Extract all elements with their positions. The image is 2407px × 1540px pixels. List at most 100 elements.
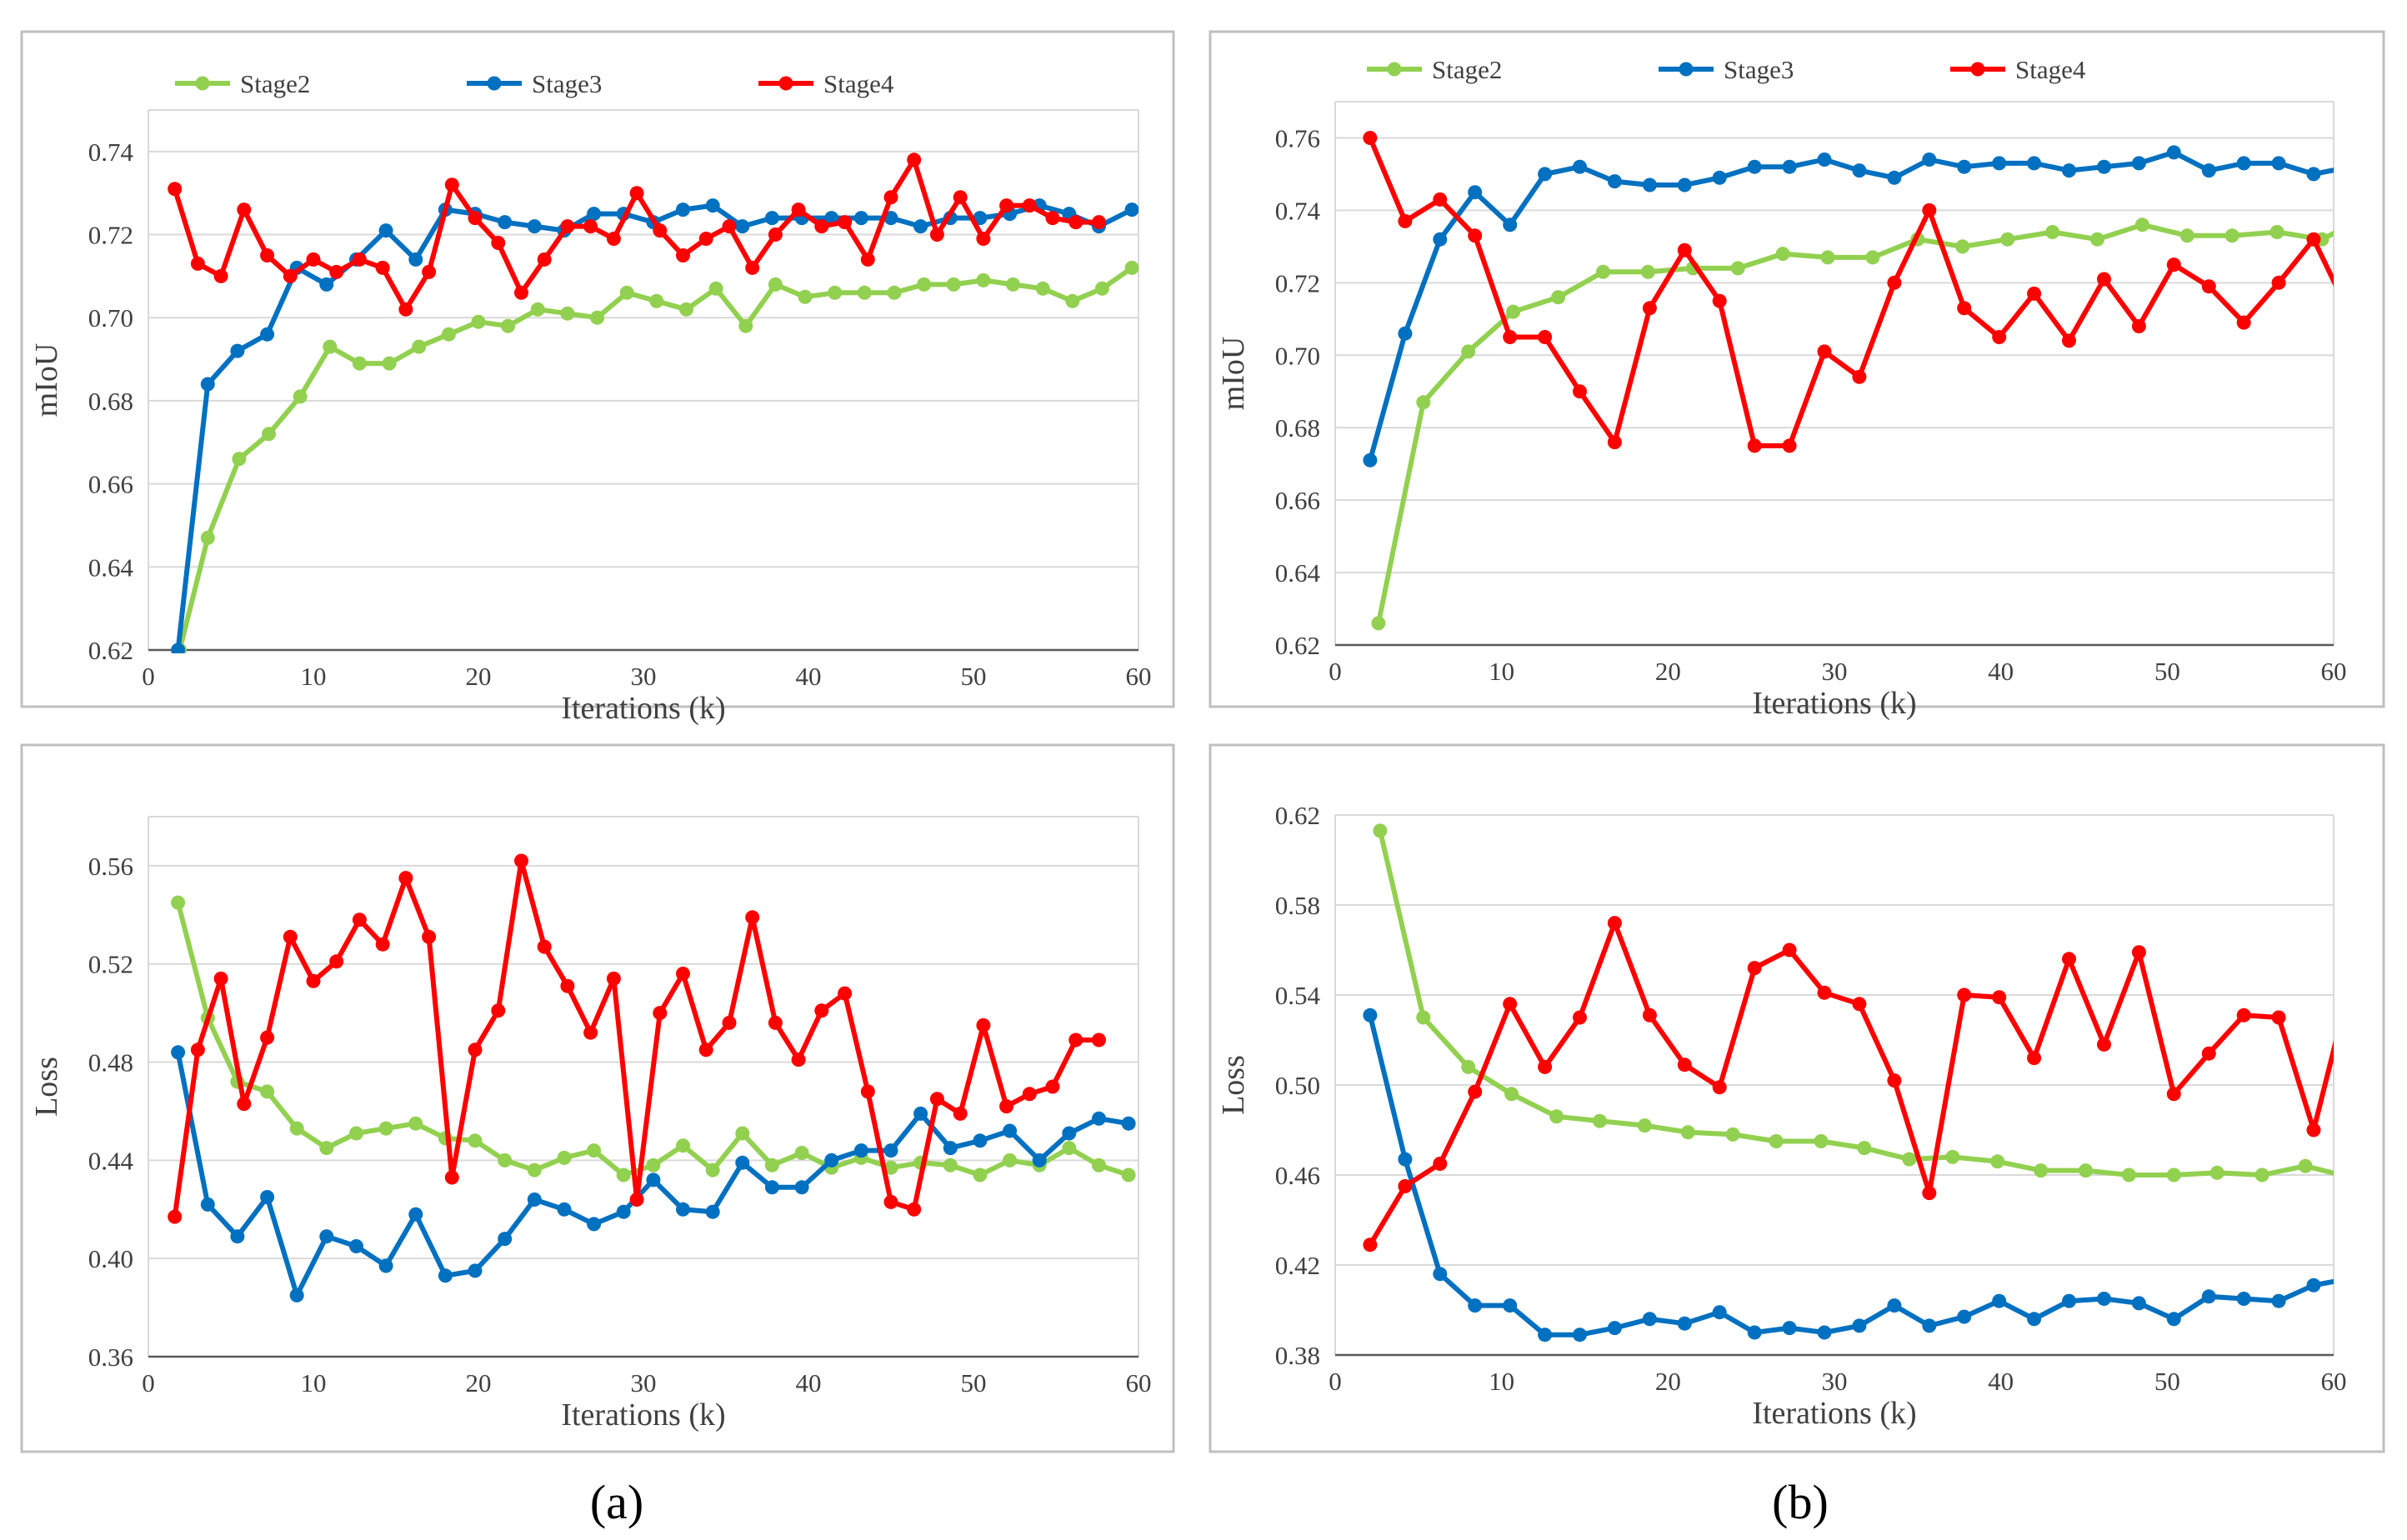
y-tick-label: 0.56 bbox=[88, 852, 133, 881]
data-point bbox=[1092, 215, 1106, 230]
data-point bbox=[1551, 290, 1566, 305]
data-point bbox=[501, 318, 516, 333]
data-point bbox=[976, 232, 991, 246]
data-point bbox=[2000, 232, 2015, 247]
data-point bbox=[764, 1158, 779, 1172]
data-point bbox=[1538, 1328, 1553, 1342]
data-point bbox=[200, 1197, 215, 1212]
x-tick-label: 0 bbox=[142, 662, 155, 691]
data-point bbox=[1596, 264, 1610, 279]
x-tick-label: 30 bbox=[1822, 657, 1848, 686]
data-point bbox=[1398, 326, 1413, 341]
data-point bbox=[2271, 156, 2286, 171]
data-point bbox=[722, 1015, 737, 1030]
data-point bbox=[1922, 1318, 1937, 1333]
data-point bbox=[260, 1084, 275, 1099]
data-point bbox=[913, 1106, 928, 1121]
y-tick-label: 0.68 bbox=[1275, 413, 1320, 442]
x-tick-label: 40 bbox=[796, 1368, 822, 1398]
data-point bbox=[398, 871, 413, 886]
data-point bbox=[745, 260, 760, 275]
data-point bbox=[2097, 1037, 2111, 1052]
data-point bbox=[1902, 1152, 1917, 1167]
data-point bbox=[2079, 1163, 2093, 1178]
data-point bbox=[1782, 438, 1797, 453]
data-point bbox=[171, 642, 186, 653]
data-point bbox=[705, 1204, 720, 1219]
data-point bbox=[705, 1162, 720, 1178]
data-point bbox=[1747, 1325, 1762, 1340]
data-point bbox=[1677, 1316, 1692, 1331]
data-point bbox=[2201, 1289, 2216, 1304]
data-point bbox=[2201, 1046, 2216, 1061]
data-point bbox=[557, 1202, 572, 1217]
y-axis-title: mIoU bbox=[1216, 337, 1251, 411]
data-point bbox=[527, 219, 542, 234]
data-point bbox=[1433, 192, 1448, 207]
data-point bbox=[1416, 1010, 1431, 1025]
data-point bbox=[619, 285, 634, 300]
data-point bbox=[352, 252, 367, 267]
chart-a-miou: 0.62 0.64 0.66 0.68 0.70 0.72 0.74 0 10 20 30 40 50 6… bbox=[20, 30, 1175, 726]
data-point bbox=[2269, 225, 2284, 239]
data-point bbox=[2034, 1163, 2049, 1178]
data-point bbox=[1782, 159, 1797, 174]
data-point bbox=[1887, 170, 1902, 185]
data-point bbox=[1712, 1305, 1727, 1320]
y-tick-label: 0.52 bbox=[88, 950, 133, 979]
data-point bbox=[2209, 1165, 2224, 1180]
panel-label-a: (a) bbox=[590, 1475, 643, 1529]
data-point bbox=[1992, 1293, 2007, 1308]
data-point bbox=[1573, 384, 1587, 399]
data-point bbox=[329, 264, 344, 279]
data-point bbox=[230, 343, 245, 358]
data-point bbox=[230, 1229, 245, 1244]
series-stage2 bbox=[1371, 218, 2334, 631]
data-point bbox=[1503, 218, 1518, 232]
data-point bbox=[1468, 1084, 1483, 1099]
data-point bbox=[976, 1018, 991, 1032]
data-point bbox=[679, 302, 693, 317]
data-point bbox=[653, 1006, 668, 1021]
data-point bbox=[1725, 1127, 1740, 1142]
legend-marker bbox=[1679, 62, 1694, 77]
data-point bbox=[2131, 1296, 2146, 1311]
y-axis-title: mIoU bbox=[29, 343, 64, 418]
x-tick-label: 40 bbox=[1988, 657, 2014, 686]
data-point bbox=[2236, 1008, 2251, 1022]
legend-marker bbox=[1387, 62, 1402, 77]
data-point bbox=[1503, 330, 1518, 344]
y-tick-label: 0.36 bbox=[88, 1342, 133, 1372]
data-point bbox=[1957, 988, 1972, 1002]
data-point bbox=[1022, 198, 1037, 213]
data-point bbox=[1640, 264, 1655, 279]
data-point bbox=[1003, 1123, 1018, 1138]
data-point bbox=[352, 356, 367, 371]
y-tick-label: 0.70 bbox=[88, 303, 133, 332]
data-point bbox=[1468, 228, 1483, 243]
data-point bbox=[1852, 369, 1867, 384]
y-tick-label: 0.68 bbox=[88, 387, 133, 416]
x-tick-label: 0 bbox=[1329, 657, 1342, 686]
data-point bbox=[2062, 163, 2076, 178]
data-point bbox=[2254, 1168, 2269, 1182]
data-point bbox=[1712, 170, 1727, 185]
data-point bbox=[676, 1138, 690, 1153]
data-point bbox=[791, 1052, 806, 1068]
data-point bbox=[1593, 1113, 1607, 1128]
x-tick-label: 20 bbox=[466, 662, 492, 691]
y-tick-label: 0.62 bbox=[1275, 801, 1320, 830]
x-tick-label: 40 bbox=[1988, 1367, 2014, 1396]
data-point bbox=[676, 202, 690, 218]
y-tick-label: 0.62 bbox=[1275, 631, 1320, 660]
data-point bbox=[2166, 1312, 2181, 1327]
data-point bbox=[1094, 281, 1109, 296]
legend: Stage2 Stage3 Stage4 bbox=[175, 69, 894, 98]
chart-frame bbox=[1209, 743, 2385, 1453]
data-point bbox=[2306, 1122, 2321, 1138]
data-point bbox=[1642, 1008, 1657, 1022]
data-point bbox=[1032, 1152, 1047, 1168]
data-point bbox=[1865, 250, 1880, 265]
data-point bbox=[1957, 301, 1972, 316]
